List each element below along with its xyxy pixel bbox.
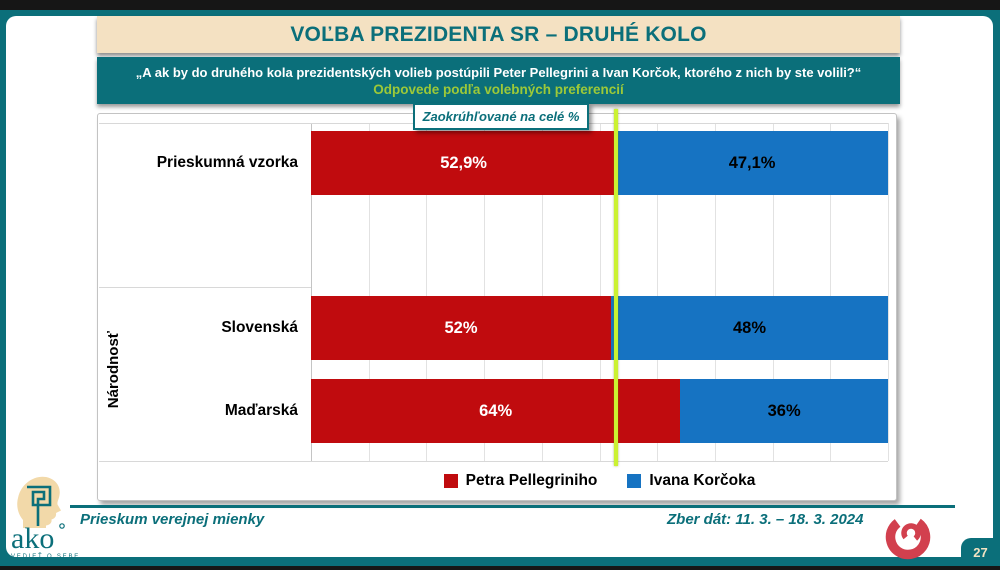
page-number: 27 xyxy=(973,544,988,560)
footer-right-text: Zber dát: 11. 3. – 18. 3. 2024 xyxy=(667,511,864,528)
ako-logotype: ako xyxy=(11,522,54,555)
plot-bottom-border xyxy=(99,461,888,462)
slide-title-bar: VOĽBA PREZIDENTA SR – DRUHÉ KOLO xyxy=(97,16,900,53)
question-banner: „A ak by do druhého kola prezidentských … xyxy=(97,57,900,104)
chart-legend: Petra Pellegriniho Ivana Korčoka xyxy=(311,465,888,497)
legend-swatch-red xyxy=(443,474,458,488)
gridline xyxy=(426,123,428,461)
gridline xyxy=(830,123,832,461)
gridline xyxy=(714,123,716,461)
gridline xyxy=(599,123,601,461)
reference-line xyxy=(614,109,619,466)
group-separator xyxy=(99,287,311,288)
legend-label-pellegrini: Petra Pellegriniho xyxy=(465,472,598,489)
bar-segment-petra: 64% xyxy=(311,379,681,443)
spiral-logo-icon xyxy=(885,514,931,560)
rounding-note-text: Zaokrúhľované na celé % xyxy=(422,109,580,124)
category-label: Prieskumná vzorka xyxy=(156,154,298,171)
gridline xyxy=(541,123,543,461)
question-text: „A ak by do druhého kola prezidentských … xyxy=(135,64,862,80)
legend-label-korcok: Ivana Korčoka xyxy=(649,472,756,489)
footer-left-text: Prieskum verejnej mienky xyxy=(80,511,265,528)
registered-mark-icon xyxy=(59,523,65,529)
legend-swatch-blue xyxy=(627,474,642,488)
ako-tagline: VEDIEŤ O SEBE xyxy=(11,552,80,560)
category-label: Slovenská xyxy=(221,319,298,336)
legend-item-pellegrini: Petra Pellegriniho xyxy=(443,472,598,490)
gridline xyxy=(888,123,889,461)
bar-segment-petra: 52% xyxy=(311,296,611,360)
gridline xyxy=(772,123,774,461)
page-title: VOĽBA PREZIDENTA SR – DRUHÉ KOLO xyxy=(290,22,707,46)
bar-segment-ivana: 47,1% xyxy=(616,131,888,195)
footer-divider xyxy=(70,505,955,508)
gridline xyxy=(368,123,370,461)
chart-container: Národnosť Petra Pellegriniho Ivana Korčo… xyxy=(97,109,897,501)
ako-agency-logo: ako VEDIEŤ O SEBE xyxy=(11,476,80,560)
gridline xyxy=(311,123,312,461)
rounding-note: Zaokrúhľované na celé % xyxy=(413,103,589,130)
gridline xyxy=(657,123,659,461)
head-icon xyxy=(17,476,61,528)
legend-item-korcok: Ivana Korčoka xyxy=(627,472,755,490)
bar-segment-petra: 52,9% xyxy=(311,131,617,195)
subtitle-text: Odpovede podľa volebných preferencií xyxy=(373,81,624,97)
bar-segment-ivana: 48% xyxy=(611,296,888,360)
gridline xyxy=(484,123,486,461)
category-label: Maďarská xyxy=(224,402,298,419)
page-number-tab: 27 xyxy=(961,538,1000,566)
bar-segment-ivana: 36% xyxy=(680,379,888,443)
